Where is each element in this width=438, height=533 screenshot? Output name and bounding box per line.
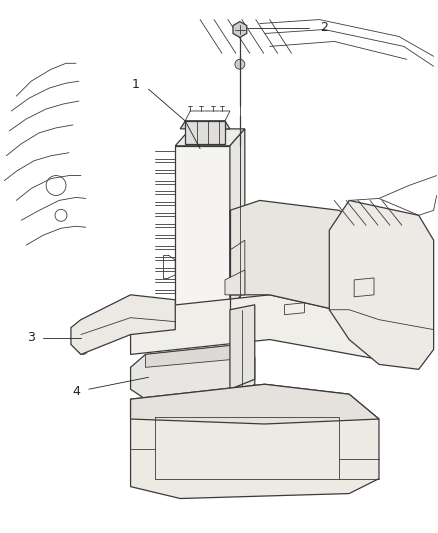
Polygon shape	[233, 21, 247, 37]
Text: 4: 4	[72, 385, 80, 398]
Circle shape	[346, 232, 362, 248]
Text: 1: 1	[131, 78, 139, 91]
Polygon shape	[131, 295, 379, 359]
Circle shape	[235, 59, 245, 69]
Polygon shape	[230, 305, 255, 389]
Circle shape	[156, 390, 164, 398]
Polygon shape	[131, 384, 379, 424]
Polygon shape	[185, 121, 225, 144]
Polygon shape	[230, 200, 379, 320]
Polygon shape	[131, 344, 255, 399]
Circle shape	[145, 391, 152, 399]
Polygon shape	[230, 129, 245, 310]
Text: 2: 2	[320, 21, 328, 34]
Polygon shape	[131, 384, 379, 498]
Polygon shape	[145, 344, 255, 367]
Polygon shape	[329, 200, 434, 369]
Circle shape	[78, 344, 88, 354]
Polygon shape	[225, 270, 245, 295]
Polygon shape	[180, 121, 230, 129]
Polygon shape	[175, 129, 245, 146]
Polygon shape	[175, 146, 230, 310]
Polygon shape	[71, 295, 175, 354]
Text: 3: 3	[27, 331, 35, 344]
